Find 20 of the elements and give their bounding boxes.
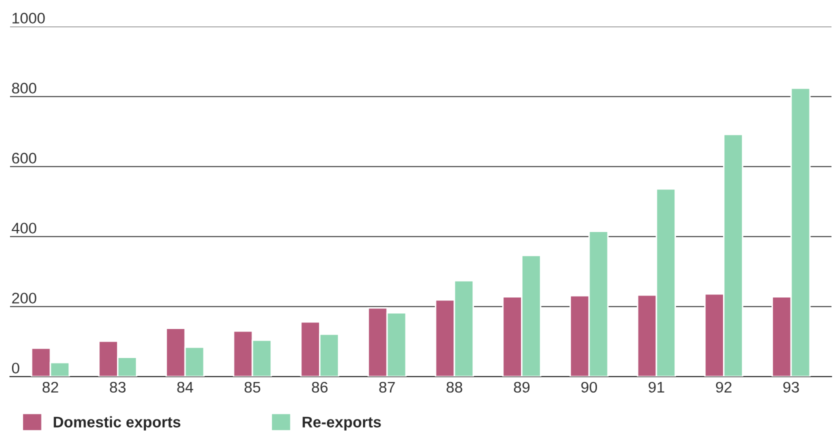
y-tick-label: 400 xyxy=(12,222,36,234)
x-tick-label: 82 xyxy=(42,382,58,393)
y-tick-label: 0 xyxy=(12,362,20,374)
x-tick-label: 85 xyxy=(244,382,260,393)
x-tick-label: 87 xyxy=(379,382,395,393)
y-tick-label: 200 xyxy=(12,292,36,304)
x-tick-label: 93 xyxy=(783,382,799,393)
x-tick-label: 91 xyxy=(648,382,664,393)
x-tick-label: 90 xyxy=(581,382,597,393)
x-tick-label: 84 xyxy=(177,382,194,393)
y-tick-label: 1000 xyxy=(12,12,45,24)
y-tick-label: 800 xyxy=(12,82,36,94)
legend-label: Re-exports xyxy=(302,416,381,430)
y-tick-label: 600 xyxy=(12,152,36,164)
x-tick-label: 88 xyxy=(446,382,462,393)
x-tick-label: 83 xyxy=(110,382,126,393)
x-tick-label: 89 xyxy=(514,382,530,393)
legend-label: Domestic exports xyxy=(54,416,180,430)
x-tick-label: 86 xyxy=(312,382,328,393)
x-tick-label: 92 xyxy=(716,382,732,393)
